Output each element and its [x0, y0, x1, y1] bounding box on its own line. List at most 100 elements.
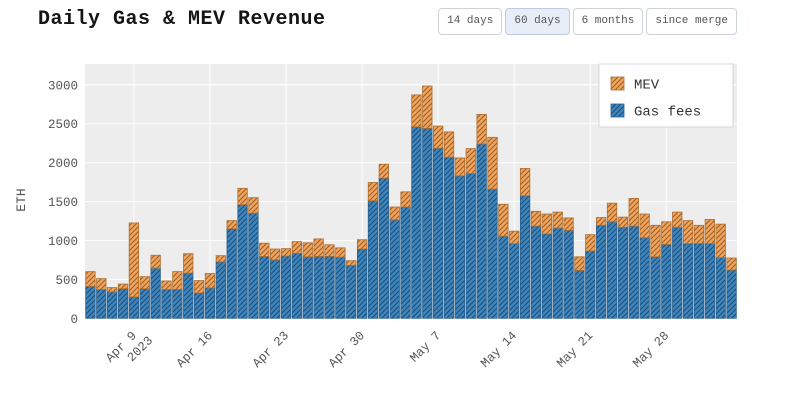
bar-gas-segment [715, 257, 726, 319]
bar-gas-segment [117, 288, 129, 319]
bar-gas-segment [107, 291, 118, 319]
bar-gas-segment [530, 225, 542, 319]
y-axis: 0 500 1000 1500 2000 2500 3000 ETH [14, 79, 78, 326]
bar-gas-segment [682, 243, 694, 319]
bar-gas-segment [248, 212, 259, 319]
x-tick-label: May 14 [478, 329, 520, 371]
legend-label: MEV [634, 78, 660, 94]
y-tick-label: 2000 [48, 157, 78, 171]
bar-mev-segment [704, 219, 715, 244]
bar-gas-segment [161, 289, 172, 319]
bar-gas-segment [704, 243, 715, 319]
bar-mev-segment [574, 256, 585, 271]
range-button-14-days[interactable]: 14 days [438, 8, 503, 35]
bar-mev-segment [672, 211, 683, 228]
bar-mev-segment [726, 257, 737, 271]
y-tick-label: 0 [70, 313, 78, 327]
bar-mev-segment [617, 216, 629, 228]
bar-gas-segment [128, 296, 140, 319]
bar-mev-segment [128, 222, 140, 298]
bar-mev-segment [639, 213, 650, 239]
bar-mev-segment [628, 198, 639, 227]
bar-gas-segment [422, 127, 433, 319]
bar-gas-segment [574, 270, 585, 319]
bar-mev-segment [378, 163, 389, 179]
bar-mev-segment [715, 223, 726, 258]
bar-mev-segment [465, 148, 476, 174]
x-tick-label: Apr 16 [174, 329, 216, 371]
chart-legend: MEV Gas fees [598, 63, 734, 128]
bar-mev-segment [585, 234, 596, 252]
x-tick-label: May 28 [630, 329, 672, 371]
y-axis-title: ETH [14, 188, 29, 211]
bar-mev-segment [139, 276, 150, 290]
bar-gas-segment [433, 147, 444, 319]
bar-mev-segment [552, 211, 563, 229]
bar-gas-segment [726, 269, 737, 319]
bar-mev-segment [389, 206, 400, 221]
bar-gas-segment [139, 288, 150, 319]
bar-gas-segment [302, 256, 313, 319]
bar-gas-segment [367, 200, 379, 319]
bar-gas-segment [324, 256, 335, 319]
page-title: Daily Gas & MEV Revenue [38, 8, 326, 31]
y-tick-label: 1500 [48, 196, 78, 210]
gridlines [85, 64, 737, 319]
x-tick-label: Apr 30 [326, 329, 368, 371]
range-button-60-days[interactable]: 60 days [505, 8, 570, 35]
y-tick-label: 3000 [48, 79, 78, 93]
bar-gas-segment [96, 289, 107, 319]
bar-gas-segment [519, 195, 531, 319]
bar-mev-segment [183, 253, 194, 274]
bar-gas-segment [411, 126, 422, 319]
bar-gas-segment [193, 292, 205, 319]
bar-gas-segment [498, 235, 509, 319]
bar-gas-segment [226, 228, 237, 319]
bar-gas-segment [346, 264, 357, 319]
bar-mev-segment [519, 168, 531, 197]
bar-mev-segment [193, 280, 205, 294]
bar-gas-segment [313, 256, 324, 319]
bar-gas-segment [509, 243, 520, 319]
bar-gas-segment [335, 256, 346, 319]
bar-mev-segment [270, 248, 281, 261]
bar-mev-segment [324, 244, 335, 257]
bar-gas-segment [280, 255, 292, 319]
bar-gas-segment [215, 261, 226, 319]
bar-gas-segment [443, 156, 455, 319]
bar-mev-segment [693, 224, 705, 244]
bar-gas-segment [541, 233, 552, 319]
x-axis: Apr 92023 Apr 16 Apr 23 Apr 30 May 7 May 14 Ma… [103, 323, 672, 376]
bar-mev-segment [96, 278, 107, 290]
bar-gas-segment [487, 188, 498, 319]
range-button-since-merge[interactable]: since merge [646, 8, 737, 35]
bar-mev-segment [346, 260, 357, 266]
range-button-6-months[interactable]: 6 months [572, 8, 644, 35]
bar-gas-segment [172, 289, 183, 319]
bar-gas-segment [389, 219, 400, 319]
bar-mev-segment [215, 255, 226, 263]
legend-label: Gas fees [634, 105, 701, 121]
bar-gas-segment [400, 206, 411, 319]
bar-gas-segment [672, 226, 683, 319]
bar-gas-segment [628, 225, 639, 319]
y-tick-label: 1000 [48, 235, 78, 249]
x-tick-label: Apr 92023 [103, 323, 156, 376]
bar-mev-segment [85, 271, 96, 287]
mev-legend-swatch [610, 76, 625, 91]
bar-gas-segment [465, 173, 476, 319]
bar-mev-segment [172, 271, 183, 290]
bar-mev-segment [302, 242, 313, 258]
time-range-button-group: 14 days 60 days 6 months since merge [438, 8, 737, 35]
x-tick-label: May 7 [408, 329, 444, 365]
bar-mev-segment [454, 157, 466, 177]
bar-mev-segment [650, 224, 661, 258]
x-tick-label: Apr 23 [250, 329, 292, 371]
bar-gas-segment [259, 256, 270, 319]
bar-gas-segment [291, 252, 303, 319]
bar-gas-segment [606, 221, 618, 319]
bar-mev-segment [682, 220, 694, 244]
gas-fees-legend-swatch [610, 103, 625, 118]
bar-gas-segment [693, 243, 705, 319]
bar-mev-segment [280, 248, 292, 257]
